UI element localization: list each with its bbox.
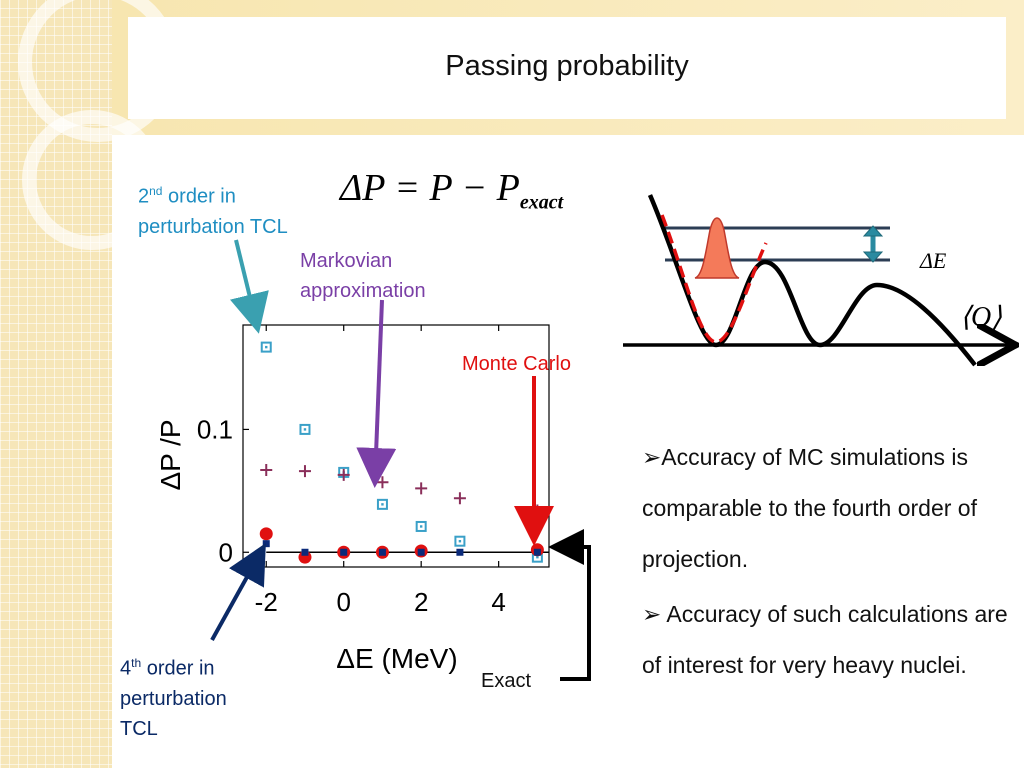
label-second-order: 2nd order in perturbation TCL: [138, 176, 288, 242]
potential-inset: ΔE ⟨Q⟩: [623, 194, 1012, 367]
markovian-point: [453, 492, 466, 505]
fourth-order-point: [262, 540, 270, 548]
y-tick-label: 0: [219, 537, 233, 567]
label-monte-carlo: Monte Carlo: [462, 349, 571, 379]
fourth-order-point: [456, 548, 464, 556]
label-text: Monte Carlo: [462, 353, 571, 375]
bullet-item: ➢Accuracy of MC simulations is comparabl…: [642, 444, 977, 572]
scatter-chart: -2 0 2 4 0 0.1 ΔP /P ΔE (MeV): [155, 324, 550, 674]
inset-potential-curve: [647, 194, 977, 367]
fourth-order-point: [378, 548, 386, 556]
title-box: [128, 17, 1006, 119]
second-order-point-dot: [381, 503, 384, 506]
arrow-markovian: [356, 299, 397, 488]
formula-subscript: exact: [519, 191, 564, 214]
markovian-point: [298, 465, 311, 478]
arrow-fourth-order: [210, 543, 266, 641]
second-order-point-dot: [458, 540, 462, 543]
bullet-item: ➢ Accuracy of such calculations are of i…: [642, 601, 1008, 678]
page-title: Passing probability: [445, 50, 689, 82]
second-order-point-dot: [419, 525, 423, 528]
x-tick-label: 0: [336, 587, 350, 617]
fourth-order-point: [340, 548, 348, 556]
label-fourth-order: 4th order in perturbation TCL: [120, 648, 227, 744]
label-text: order in: [162, 185, 236, 208]
inset-wavepacket: [694, 217, 740, 279]
fourth-order-point: [533, 548, 541, 556]
label-text: approximation: [300, 280, 426, 302]
second-order-point-dot: [536, 555, 539, 559]
label-text: 2: [138, 185, 150, 208]
label-text: Markovian: [300, 250, 393, 272]
label-text: order in: [141, 657, 215, 680]
inset-q-label: ⟨Q⟩: [960, 302, 1002, 333]
second-order-point-dot: [303, 428, 307, 431]
arrow-second-order: [229, 239, 269, 334]
markovian-point: [376, 476, 389, 489]
plot-frame: [242, 324, 550, 568]
fourth-order-point: [417, 548, 425, 556]
monte-carlo-point: [259, 527, 273, 541]
label-text: TCL: [120, 717, 158, 740]
y-axis-label: ΔP /P: [155, 419, 186, 490]
data-marks: [259, 341, 544, 564]
markovian-point: [337, 468, 350, 481]
label-text: perturbation: [120, 687, 227, 710]
markovian-point: [415, 482, 428, 495]
y-tick-label: 0.1: [197, 414, 233, 444]
label-exact: Exact: [481, 666, 531, 696]
markovian-point: [260, 463, 273, 476]
label-sup: th: [131, 656, 142, 670]
inset-delta-e-label: ΔE: [919, 248, 947, 273]
label-markovian: Markovian approximation: [300, 246, 426, 306]
x-tick-label: -2: [255, 587, 278, 617]
x-tick-label: 4: [491, 587, 505, 617]
fourth-order-point: [301, 548, 309, 556]
label-text: 4: [120, 657, 132, 680]
inset-harmonic-approx: [660, 214, 768, 344]
label-sup: nd: [149, 184, 163, 198]
formula-text: ΔP = P − P: [340, 167, 520, 209]
x-axis-label: ΔE (MeV): [336, 643, 457, 674]
formula: ΔP = P − Pexact: [340, 166, 563, 215]
x-tick-label: 2: [414, 587, 428, 617]
axis-ticks: -2 0 2 4 0 0.1: [197, 325, 506, 617]
second-order-point-dot: [265, 345, 268, 349]
label-text: perturbation TCL: [138, 215, 288, 238]
bullet-list: ➢Accuracy of MC simulations is comparabl…: [642, 432, 1022, 695]
inset-double-arrow-head: [862, 225, 884, 263]
arrow-exact: [548, 529, 591, 681]
label-text: Exact: [481, 670, 532, 692]
